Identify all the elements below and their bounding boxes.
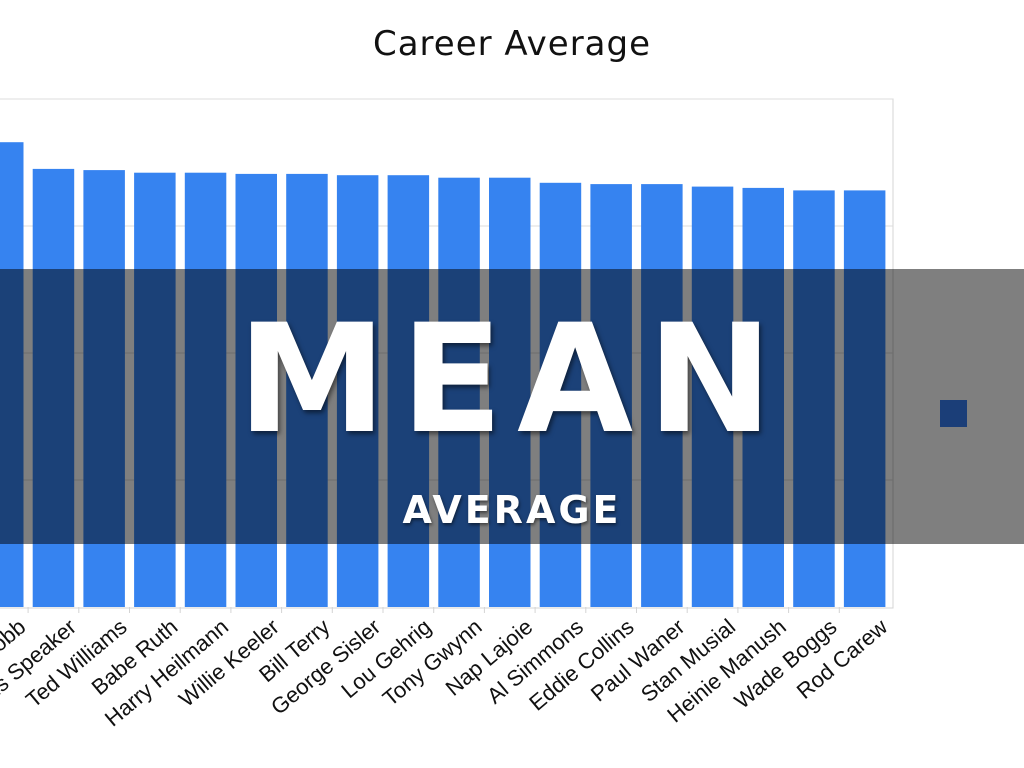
overlay-subtitle: AVERAGE [402, 488, 622, 532]
chart-title: Career Average [372, 24, 652, 64]
overlay-title: MEAN [237, 293, 787, 467]
square-marker-icon [940, 400, 967, 427]
overlay-band [0, 269, 1024, 544]
